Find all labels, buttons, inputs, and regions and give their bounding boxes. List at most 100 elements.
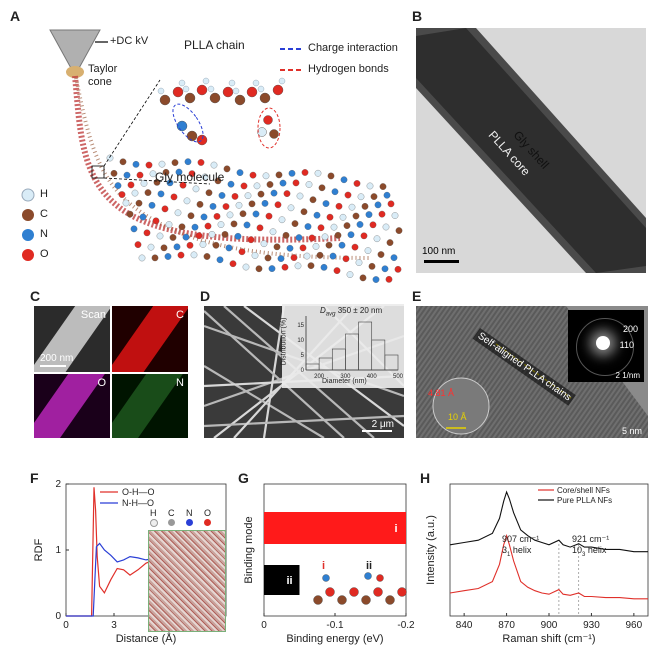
panel-label-f: F — [30, 470, 39, 486]
fiber-atom — [230, 220, 238, 228]
fiber-atom — [290, 254, 298, 261]
fiber-atom — [197, 159, 205, 166]
fiber-atom — [294, 262, 302, 270]
fiber-atom — [281, 263, 289, 271]
fiber-atom — [186, 241, 194, 249]
fiber-atom — [379, 183, 387, 190]
atom-symbol-o: O — [40, 248, 49, 260]
fiber-atom — [274, 201, 282, 209]
atom-symbol-c: C — [40, 208, 48, 220]
hist-y-tick: 15 — [297, 323, 304, 329]
fiber-atom — [383, 191, 391, 199]
fft-inset-circle — [432, 377, 490, 435]
raman-annotation-2: 921 cm⁻¹ 103 helix — [572, 534, 610, 558]
fiber-atom — [144, 189, 152, 196]
md-atom-o: O — [204, 508, 212, 518]
rdf-y-label: RDF — [33, 538, 45, 561]
nanofiber-core — [416, 28, 646, 273]
fiber-atom — [164, 253, 172, 260]
scale-label-d: 2 μm — [371, 419, 394, 430]
scale-bar-d — [362, 430, 392, 432]
h-x-tick: 960 — [626, 620, 643, 631]
fiber-atom — [334, 231, 342, 239]
fiber-atom — [309, 196, 317, 204]
fiber-atom — [135, 199, 143, 207]
gly-atom — [263, 115, 273, 125]
fiber-atom — [364, 247, 372, 254]
plla-atom — [209, 92, 221, 104]
h-x-tick: 840 — [456, 620, 473, 631]
fiber-atom — [248, 200, 256, 208]
md-box-inset — [148, 530, 226, 632]
fiber-atom — [353, 180, 361, 187]
fiber-atom — [251, 252, 259, 259]
fiber-atom — [162, 169, 170, 176]
hist-bar — [345, 333, 359, 371]
g-mol-atom — [364, 572, 372, 580]
rdf-y-tick: 2 — [55, 479, 61, 490]
fiber-atom — [317, 224, 325, 232]
sem-fiber — [204, 365, 325, 438]
fiber-atom — [369, 221, 377, 229]
fiber-atom — [156, 232, 164, 240]
polymer-jet-b — [74, 77, 371, 260]
fiber-atom — [327, 172, 335, 180]
fiber-atom — [169, 234, 177, 241]
md-atom-c: C — [168, 508, 175, 518]
fiber-atom — [160, 244, 168, 252]
fiber-atom — [244, 192, 252, 199]
fiber-atom — [300, 208, 308, 216]
fiber-atom — [253, 182, 261, 190]
fiber-atom — [242, 263, 250, 271]
fiber-atom — [174, 209, 182, 217]
fiber-atom — [365, 211, 373, 218]
charge-interaction-ellipse — [172, 103, 204, 143]
atom-symbol-h: H — [40, 188, 48, 200]
fiber-atom — [277, 255, 285, 262]
fiber-atom — [243, 221, 251, 229]
fiber-atom — [145, 161, 153, 169]
fiber-atom — [173, 243, 181, 251]
fiber-atom — [205, 189, 213, 197]
fiber-atom — [118, 191, 126, 198]
saed-inset: 200 110 2 1/nm — [568, 310, 644, 382]
plla-atom — [196, 84, 208, 96]
panel-h: H 840 870 900 930 960 Raman shift (cm⁻¹) Inten… — [420, 470, 655, 660]
fiber-atom — [299, 244, 307, 252]
zoom-line-2 — [103, 177, 211, 185]
fiber-atom — [234, 232, 242, 240]
plla-hydrogen — [257, 85, 265, 93]
fiber-atom — [212, 241, 220, 249]
plla-atom — [234, 94, 246, 106]
fiber-atom — [190, 251, 198, 259]
fiber-atom — [304, 223, 312, 230]
fiber-atom — [268, 265, 276, 272]
fiber-atom — [374, 201, 382, 209]
polymer-jet — [72, 75, 341, 243]
fiber-atom — [333, 267, 341, 274]
fiber-atom — [372, 276, 380, 283]
panel-label-b: B — [412, 8, 423, 24]
scale-bar-b — [424, 260, 459, 263]
fiber-atom — [229, 260, 237, 268]
fiber-atom — [385, 275, 393, 283]
plla-hydrogen — [252, 79, 260, 87]
g-mol-atom — [322, 574, 330, 582]
plla-atom — [172, 86, 184, 98]
fiber-atom — [348, 203, 356, 211]
gly-atom — [257, 127, 267, 137]
fiber-atom — [256, 224, 264, 232]
fiber-atom — [223, 165, 231, 173]
h-x-tick: 900 — [541, 620, 558, 631]
fiber-atom — [114, 182, 122, 189]
atom-legend-h — [21, 188, 35, 202]
fiber-atom — [260, 240, 268, 248]
g-x-tick: -0.1 — [326, 620, 344, 631]
fiber-atom — [170, 193, 178, 201]
g-mol-atom — [397, 587, 407, 597]
fiber-atom — [395, 227, 403, 234]
mol-label-ii: ii — [366, 560, 373, 572]
fiber-atom — [265, 212, 273, 220]
